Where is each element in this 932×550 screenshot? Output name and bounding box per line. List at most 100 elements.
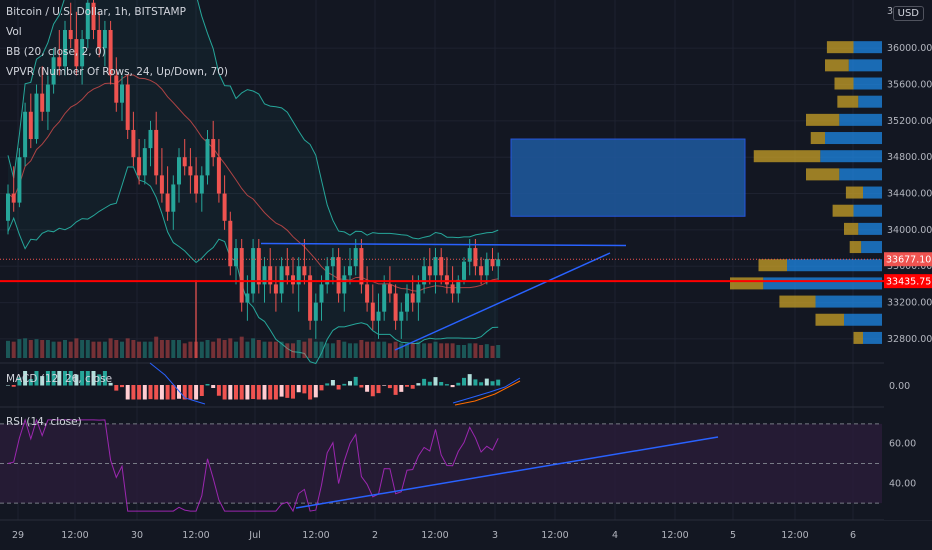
candle-body [313,302,318,321]
macd-legend[interactable]: MACD (12, 26, close [6,373,113,385]
symbol-legend[interactable]: Bitcoin / U.S. Dollar, 1h, BITSTAMP [6,6,186,18]
volume-bar [165,340,170,358]
vpvr-legend[interactable]: VPVR (Number Of Rows, 24, Up/Down, 70) [6,66,229,78]
candle-body [256,248,261,285]
time-tick-label: 12:00 [421,530,448,541]
volume-bar [17,339,22,358]
macd-histogram-bar [376,385,381,394]
price-axis[interactable]: 36000.00 35600.00 35200.00 34800.00 34400.00… [884,0,932,520]
volume-bar [114,340,119,358]
candle-body [353,248,358,267]
macd-histogram-bar [302,385,307,394]
price-label-bg [884,274,932,289]
vol-legend[interactable]: Vol [6,26,22,38]
volume-bar [159,340,164,358]
volume-bar [199,341,204,358]
macd-histogram-bar [148,385,153,400]
drawn-lines[interactable] [0,242,932,351]
volume-bar [102,341,107,358]
volume-profile-up-bar [853,204,882,217]
target-box[interactable] [510,138,746,217]
macd-histogram-bar [102,371,107,386]
macd-histogram-bar [496,379,501,386]
volume-bar [148,341,153,358]
macd-histogram-bar [74,374,79,386]
candle-body [182,157,187,167]
candle-body [34,93,39,140]
macd-histogram-bar [239,385,244,400]
macd-histogram-bar [416,383,421,386]
macd-histogram-bar [211,385,216,388]
rsi-trendline [295,436,719,509]
candle-body [63,30,67,67]
candle-body [137,157,142,176]
time-tick-label: 5 [730,530,736,541]
macd-histogram-bar [462,377,466,386]
volume-profile-down-bar [849,241,862,254]
macd-histogram-bar [199,385,204,396]
rsi-legend[interactable]: RSI (14, close) [6,416,82,428]
candle-body [359,248,364,285]
macd-histogram-bar [439,382,444,386]
volume-profile-up-bar [863,186,882,199]
volume-profile-up-bar [858,222,882,235]
volume-bar [359,340,364,358]
volume-profile-up-bar [815,295,882,308]
rsi-pane [0,418,882,513]
volume-profile-up-bar [844,313,882,326]
volume-bar [450,343,455,358]
candle-body [114,75,119,103]
macd-histogram-bar [68,371,73,386]
volume-bar [285,343,290,358]
macd-histogram-bar [479,382,484,386]
candle-body [216,157,221,194]
candle-body [291,275,295,285]
candle-body [330,257,335,267]
volume-bar [410,343,415,358]
candle-body [57,57,62,67]
rsi-line [7,418,499,513]
currency-button[interactable]: USD [892,6,924,21]
candle-body [296,266,301,285]
price-label-bg [884,252,932,267]
volume-profile-down-bar [753,150,821,163]
bb-legend[interactable]: BB (20, close, 2, 0) [6,46,106,58]
volume-bar [439,343,444,358]
volume-bar [279,341,284,358]
candle-body [194,175,199,194]
candle-body [228,220,233,267]
candle-body [142,148,147,176]
candle-body [444,275,449,285]
candle-body [239,248,244,303]
volume-bar [28,340,33,358]
price-tick-label: 35200.00 [887,116,932,127]
candle-body [376,311,381,321]
macd-tick-label: 0.00 [889,381,910,392]
volume-bar [302,341,307,358]
candle-body [273,284,278,294]
time-axis[interactable]: 29 12:00 30 12:00 Jul 12:00 2 12:00 3 12:00 4 12:00… [12,530,856,541]
candle-body [159,175,164,194]
volume-bar [239,336,244,358]
volume-profile-down-bar [758,259,787,272]
volume-bar [142,341,147,358]
candle-body [365,284,370,303]
candle-body [45,84,50,112]
candle-body [23,111,28,158]
volume-bar [34,339,39,358]
volume-profile-down-bar [845,186,863,199]
candle-body [467,248,472,262]
candle-body [68,30,73,40]
volume-profile-up-bar [861,241,882,254]
candles [6,0,501,339]
volume-bar [325,343,330,358]
candle-body [302,266,307,276]
volume-bar [291,343,295,358]
candle-body [251,248,256,294]
macd-histogram-bar [6,385,10,386]
macd-histogram-bar [51,371,56,386]
volume-profile-up-bar [839,168,882,181]
volume-bar [85,340,90,358]
volume-profile-up-bar [825,132,882,145]
